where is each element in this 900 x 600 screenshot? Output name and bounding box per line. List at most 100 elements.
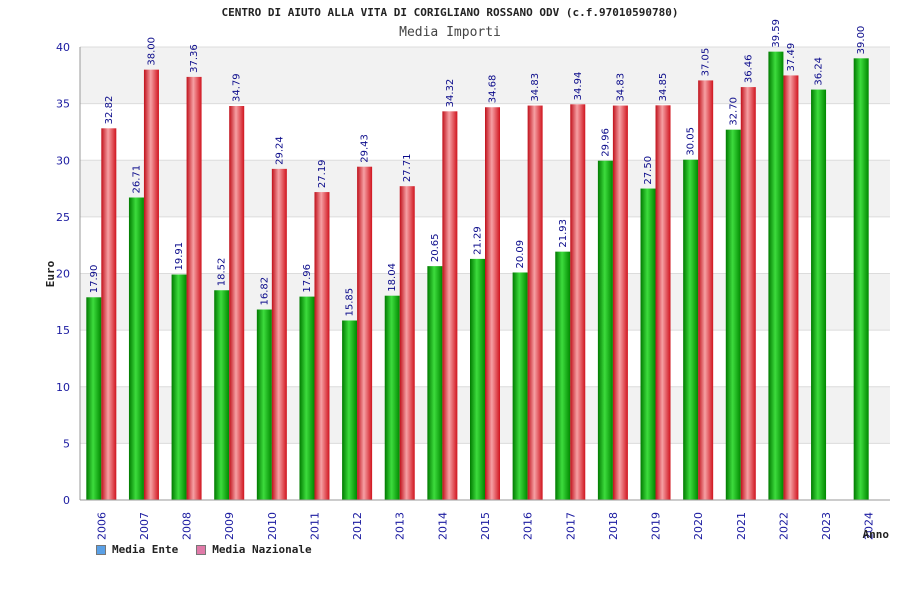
x-tick-label: 2024: [863, 512, 876, 540]
x-tick-label: 2014: [436, 512, 449, 540]
y-tick-label: 30: [56, 154, 70, 167]
x-tick-label: 2006: [95, 512, 108, 540]
legend: Media Ente Media Nazionale: [96, 543, 312, 556]
bar-nazionale-2013: [399, 186, 415, 500]
data-label-nazionale-2013: 27.71: [402, 154, 413, 183]
bar-nazionale-2017: [570, 104, 586, 500]
bar-nazionale-2021: [740, 87, 756, 500]
y-tick-label: 0: [63, 494, 70, 507]
bar-nazionale-2010: [271, 168, 287, 500]
bar-ente-2016: [512, 272, 528, 500]
x-tick-label: 2019: [650, 512, 663, 540]
bar-ente-2019: [640, 188, 656, 500]
legend-swatch-nazionale: [196, 544, 207, 555]
data-label-ente-2009: 18.52: [217, 258, 228, 287]
x-tick-label: 2023: [820, 512, 833, 540]
bar-ente-2021: [725, 129, 741, 501]
data-label-ente-2014: 20.65: [430, 233, 441, 262]
x-tick-label: 2011: [308, 512, 321, 540]
x-axis-label: Anno: [863, 528, 890, 541]
data-label-nazionale-2006: 32.82: [104, 96, 115, 125]
data-label-ente-2010: 16.82: [259, 277, 270, 306]
y-tick-label: 20: [56, 268, 70, 281]
bar-ente-2007: [128, 197, 144, 500]
bar-ente-2012: [342, 320, 358, 500]
bar-ente-2015: [470, 258, 485, 500]
data-label-ente-2013: 18.04: [387, 263, 398, 292]
data-label-nazionale-2017: 34.94: [573, 72, 584, 101]
bar-ente-2011: [299, 296, 315, 500]
bar-ente-2014: [427, 266, 443, 500]
data-label-nazionale-2007: 38.00: [146, 37, 157, 66]
data-label-ente-2020: 30.05: [686, 127, 697, 156]
data-label-nazionale-2020: 37.05: [701, 48, 712, 77]
legend-label-ente: Media Ente: [112, 543, 179, 556]
data-label-nazionale-2015: 34.68: [488, 75, 499, 104]
bar-ente-2024: [853, 58, 869, 500]
y-tick-label: 15: [56, 324, 70, 337]
y-tick-label: 25: [56, 211, 70, 224]
bar-ente-2020: [683, 159, 699, 500]
legend-label-nazionale: Media Nazionale: [212, 543, 312, 556]
data-label-ente-2024: 39.00: [856, 26, 867, 55]
bar-ente-2010: [256, 309, 272, 500]
data-label-ente-2012: 15.85: [345, 288, 356, 317]
data-label-nazionale-2011: 27.19: [317, 159, 328, 188]
data-label-nazionale-2010: 29.24: [274, 136, 285, 165]
data-label-ente-2017: 21.93: [558, 219, 569, 248]
x-tick-label: 2009: [223, 512, 236, 540]
legend-swatch-ente: [96, 544, 106, 555]
data-label-nazionale-2018: 34.83: [615, 73, 626, 102]
bar-nazionale-2016: [527, 105, 543, 501]
chart-subtitle: Media Importi: [399, 25, 501, 40]
x-tick-label: 2021: [735, 512, 748, 540]
bar-nazionale-2022: [783, 75, 799, 500]
bar-nazionale-2011: [314, 192, 330, 501]
bar-ente-2022: [768, 51, 784, 500]
bar-nazionale-2007: [143, 69, 159, 501]
x-tick-label: 2013: [394, 512, 407, 540]
y-tick-label: 40: [56, 41, 70, 54]
x-tick-label: 2022: [777, 512, 790, 540]
data-label-nazionale-2022: 37.49: [786, 43, 797, 72]
data-label-nazionale-2012: 29.43: [360, 134, 371, 163]
x-tick-label: 2008: [181, 512, 194, 540]
data-label-ente-2023: 36.24: [814, 57, 825, 86]
data-label-ente-2019: 27.50: [643, 156, 654, 185]
data-label-ente-2021: 32.70: [728, 97, 739, 126]
y-axis-label: Euro: [44, 260, 57, 287]
data-label-ente-2011: 17.96: [302, 264, 313, 293]
chart-title: CENTRO DI AIUTO ALLA VITA DI CORIGLIANO …: [221, 6, 679, 19]
x-tick-label: 2018: [607, 512, 620, 540]
legend-item-ente: Media Ente: [96, 543, 178, 556]
y-tick-label: 5: [63, 437, 70, 450]
x-tick-label: 2012: [351, 512, 364, 540]
y-tick-label: 35: [56, 98, 70, 111]
bar-nazionale-2009: [229, 106, 245, 501]
bar-nazionale-2014: [442, 111, 458, 501]
data-label-nazionale-2016: 34.83: [530, 73, 541, 102]
bar-nazionale-2008: [186, 76, 202, 500]
bar-nazionale-2012: [357, 166, 373, 500]
data-label-ente-2007: 26.71: [131, 165, 142, 194]
bar-ente-2013: [384, 295, 400, 500]
bar-ente-2009: [214, 290, 230, 500]
data-label-nazionale-2014: 34.32: [445, 79, 456, 108]
data-label-nazionale-2008: 37.36: [189, 44, 200, 73]
data-label-ente-2016: 20.09: [515, 240, 526, 269]
data-label-ente-2008: 19.91: [174, 242, 185, 271]
data-label-ente-2015: 21.29: [473, 226, 484, 255]
bar-nazionale-2019: [655, 105, 671, 500]
x-tick-label: 2017: [564, 512, 577, 540]
data-label-nazionale-2021: 36.46: [743, 54, 754, 83]
data-label-ente-2022: 39.59: [771, 19, 782, 48]
bar-ente-2018: [597, 160, 613, 500]
x-tick-label: 2020: [692, 512, 705, 540]
data-label-nazionale-2019: 34.85: [658, 73, 669, 102]
data-label-ente-2006: 17.90: [89, 265, 100, 294]
bar-ente-2017: [555, 251, 571, 500]
x-tick-label: 2015: [479, 512, 492, 540]
x-tick-label: 2007: [138, 512, 151, 540]
bar-nazionale-2015: [485, 107, 500, 501]
